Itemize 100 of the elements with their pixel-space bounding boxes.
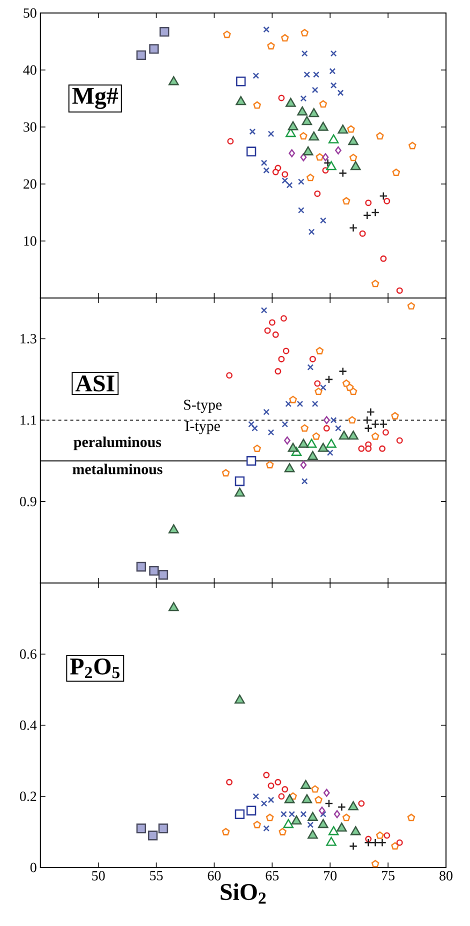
point: [227, 138, 234, 145]
x-tick-label: 55: [150, 871, 163, 880]
point: [246, 806, 256, 816]
point: [337, 802, 346, 812]
point: [350, 826, 361, 836]
y-tick-label: 40: [23, 65, 36, 75]
point: [359, 230, 366, 237]
point: [148, 830, 158, 840]
point: [268, 319, 276, 326]
point: [274, 368, 282, 375]
point: [326, 161, 336, 170]
point: [300, 810, 307, 818]
point: [272, 331, 279, 338]
point: [268, 429, 274, 436]
y-axis-title: P$_{2}$O$_{5}$: [70, 658, 120, 678]
point: [308, 108, 320, 118]
point: [263, 26, 270, 33]
point: [342, 814, 350, 822]
point: [322, 153, 329, 162]
point: [283, 818, 294, 828]
point: [266, 814, 274, 822]
point: [149, 566, 159, 576]
point: [371, 860, 380, 868]
point: [371, 208, 380, 217]
point: [349, 224, 358, 232]
point: [282, 348, 290, 354]
point: [222, 469, 230, 476]
point: [342, 197, 350, 205]
point: [318, 442, 328, 452]
point: [320, 384, 326, 391]
point: [263, 408, 270, 416]
point: [319, 100, 328, 108]
point: [160, 26, 170, 37]
point: [284, 436, 290, 445]
point: [380, 255, 387, 262]
annotation: metaluminous: [72, 464, 162, 474]
point: [296, 400, 304, 408]
point: [314, 380, 321, 387]
point: [313, 71, 320, 78]
point: [396, 839, 403, 846]
x-tick-label: 80: [440, 871, 452, 880]
point: [330, 416, 337, 424]
point: [323, 788, 330, 797]
x-tick-label: 65: [266, 871, 279, 880]
point: [274, 778, 282, 786]
y-tick-label: 0.6: [20, 649, 36, 659]
point: [248, 421, 255, 428]
point: [316, 346, 324, 354]
point: [338, 367, 348, 376]
point: [282, 786, 288, 793]
point: [246, 146, 256, 156]
point: [304, 71, 310, 78]
point: [234, 476, 245, 486]
point: [330, 82, 337, 89]
x-tick-label: 50: [92, 871, 105, 880]
point: [348, 801, 358, 810]
point: [392, 168, 400, 176]
y-tick-label: 0.9: [20, 496, 36, 506]
point: [336, 822, 347, 832]
point: [136, 824, 146, 834]
point: [284, 463, 295, 472]
point: [226, 778, 233, 786]
annotation: peraluminous: [74, 436, 162, 450]
point: [278, 828, 286, 836]
point: [260, 800, 268, 807]
point: [291, 815, 302, 825]
point: [158, 570, 168, 580]
point: [334, 810, 340, 818]
point: [348, 136, 358, 146]
point: [308, 812, 318, 821]
point: [349, 842, 358, 850]
annotation: I-type: [185, 421, 220, 434]
point: [300, 460, 307, 469]
point: [234, 809, 245, 820]
point: [364, 838, 373, 847]
point: [396, 437, 403, 444]
point: [320, 810, 326, 818]
point: [268, 782, 274, 789]
y-tick-label: 10: [24, 236, 36, 246]
point: [358, 800, 365, 807]
point: [300, 132, 308, 140]
point: [260, 307, 268, 314]
point: [223, 30, 231, 38]
point: [328, 134, 339, 144]
point: [278, 793, 285, 800]
point: [318, 818, 328, 828]
point: [236, 96, 246, 106]
point: [286, 182, 293, 188]
point: [307, 822, 314, 828]
point: [371, 420, 380, 428]
point: [298, 178, 304, 185]
point: [300, 153, 307, 162]
y-tick-label: 0.4: [20, 720, 37, 730]
point: [408, 142, 416, 150]
point: [288, 442, 298, 452]
point: [318, 806, 326, 815]
y-tick-label: 1.3: [20, 334, 36, 344]
point: [362, 211, 372, 220]
point: [379, 192, 388, 200]
point: [158, 824, 168, 834]
